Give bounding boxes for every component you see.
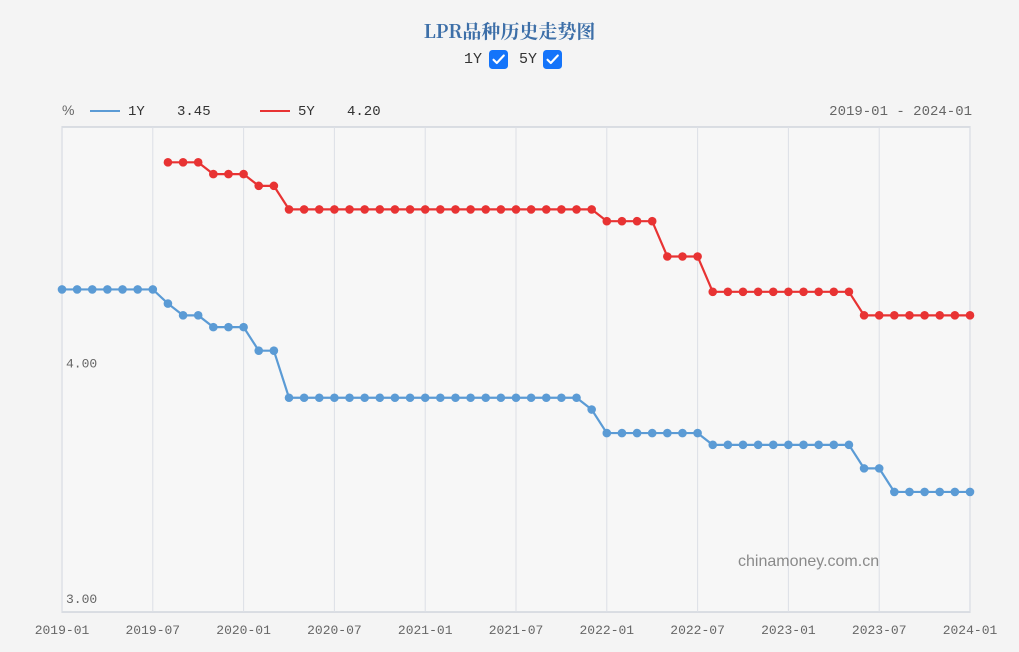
svg-text:2019-01: 2019-01 <box>35 623 90 638</box>
svg-text:2023-07: 2023-07 <box>852 623 907 638</box>
svg-text:2021-01: 2021-01 <box>398 623 453 638</box>
svg-text:2023-01: 2023-01 <box>761 623 816 638</box>
svg-text:3.45: 3.45 <box>177 104 211 120</box>
svg-text:2021-07: 2021-07 <box>489 623 544 638</box>
svg-text:5Y: 5Y <box>298 104 315 120</box>
svg-text:2019-01 - 2024-01: 2019-01 - 2024-01 <box>829 104 972 120</box>
svg-text:%: % <box>62 102 74 118</box>
svg-text:2024-01: 2024-01 <box>943 623 998 638</box>
svg-text:2019-07: 2019-07 <box>125 623 180 638</box>
svg-text:2020-01: 2020-01 <box>216 623 271 638</box>
svg-text:2022-07: 2022-07 <box>670 623 725 638</box>
svg-text:3.00: 3.00 <box>66 592 97 607</box>
svg-text:2020-07: 2020-07 <box>307 623 362 638</box>
svg-text:2022-01: 2022-01 <box>579 623 634 638</box>
svg-text:chinamoney.com.cn: chinamoney.com.cn <box>738 553 879 570</box>
svg-text:4.00: 4.00 <box>66 356 97 371</box>
svg-text:1Y: 1Y <box>128 104 145 120</box>
svg-text:4.20: 4.20 <box>347 104 381 120</box>
